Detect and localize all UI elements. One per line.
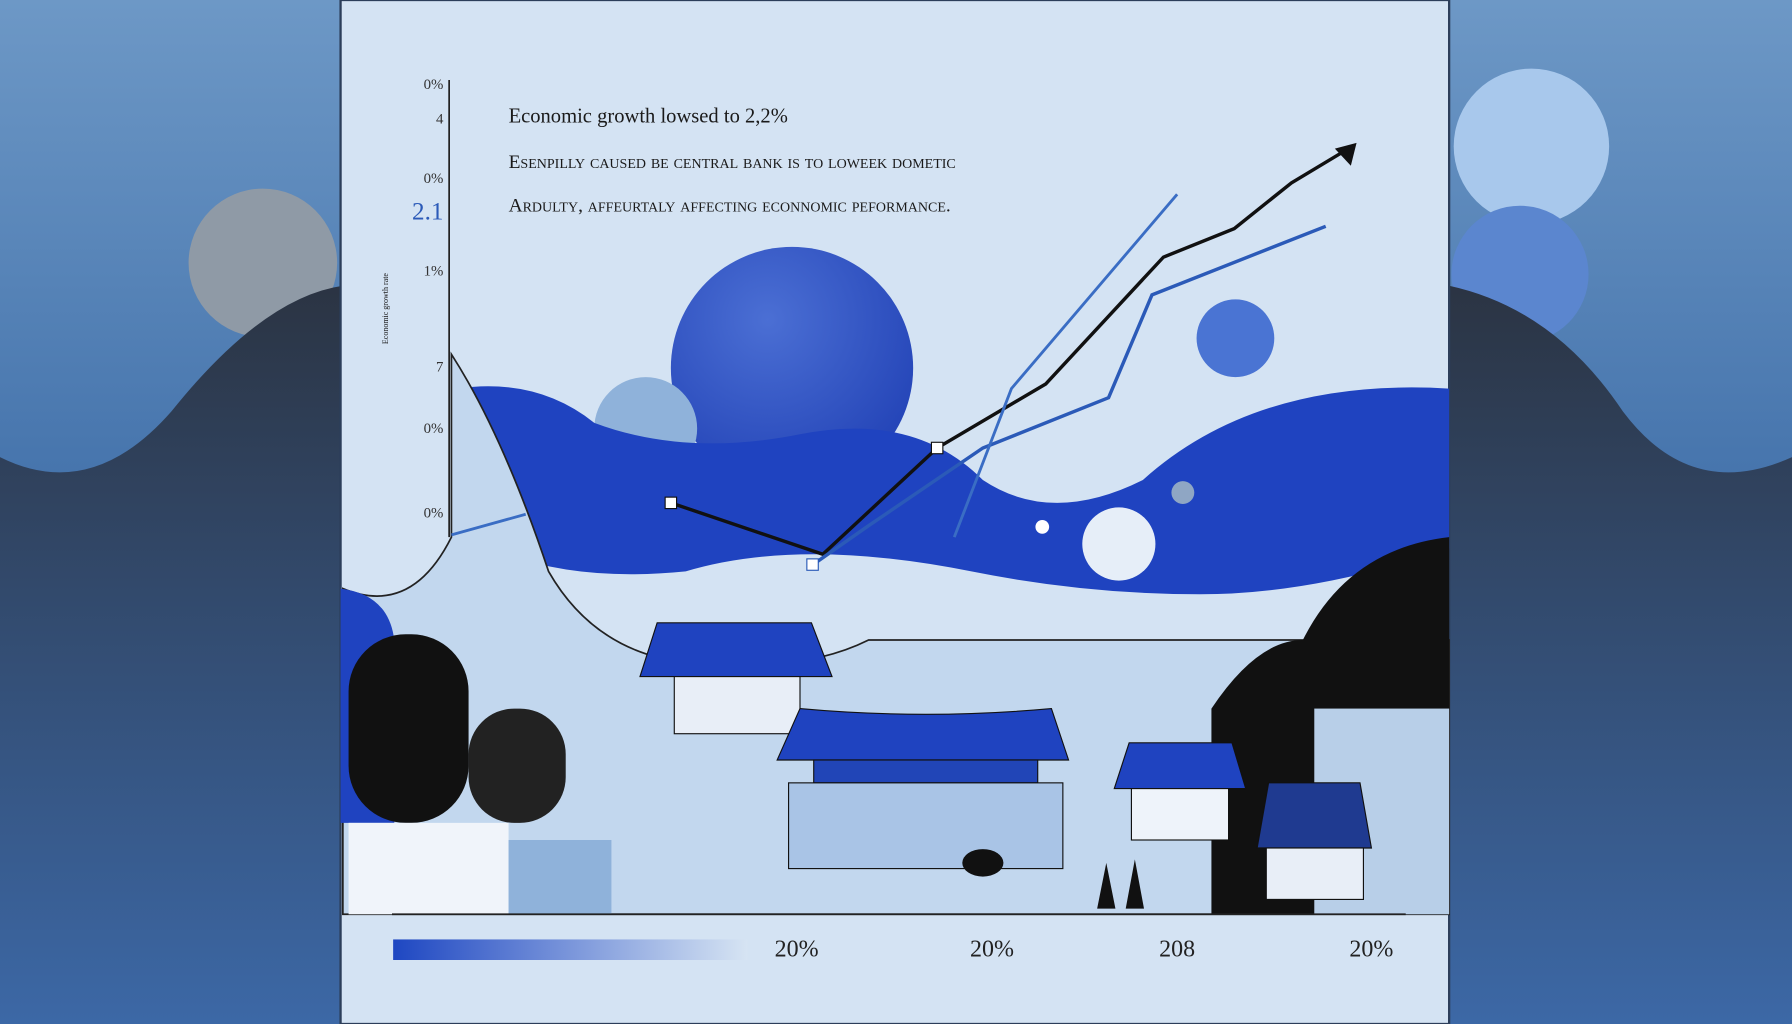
y-label: 0% xyxy=(424,506,444,522)
rock xyxy=(348,822,509,915)
bush xyxy=(962,849,1004,877)
hill xyxy=(1449,285,1792,1024)
x-label: 20% xyxy=(970,936,1014,962)
point xyxy=(930,441,944,455)
y-label: 0% xyxy=(424,421,444,437)
circle xyxy=(1196,299,1275,378)
house-roof xyxy=(639,622,833,678)
y-labels: 0% 4 0% 2.1 1% 7 0% 0% xyxy=(412,77,444,522)
circle xyxy=(1082,507,1156,581)
arrow-head xyxy=(1334,142,1357,166)
hill xyxy=(0,285,343,1024)
palace xyxy=(813,759,1039,784)
axis-title: Economic growth rate xyxy=(381,273,390,345)
y-label: 0% xyxy=(424,77,444,93)
body-line: Esenpilly caused be central bank is to l… xyxy=(509,152,956,173)
headline: Economic growth lowsed to 2,2% xyxy=(509,105,788,127)
body-line: Ardulty, affeurtaly affecting econnomic … xyxy=(509,195,951,216)
house xyxy=(673,676,801,735)
x-label: 20% xyxy=(775,936,819,962)
x-label: 208 xyxy=(1159,936,1195,962)
legend-bar xyxy=(393,939,748,960)
trend-line xyxy=(952,193,1179,538)
moon xyxy=(1453,68,1610,224)
house xyxy=(1130,787,1230,841)
point xyxy=(806,558,819,571)
figures xyxy=(1097,859,1144,909)
trend-line xyxy=(670,147,1350,557)
house-roof xyxy=(1113,742,1247,790)
rock xyxy=(508,840,612,915)
y-label: 0% xyxy=(424,171,444,187)
wave xyxy=(457,386,1450,595)
tree xyxy=(348,634,469,823)
x-label: 20% xyxy=(1349,936,1393,962)
x-labels: 20% 20% 208 20% xyxy=(775,936,1394,962)
palace-roof xyxy=(776,707,1070,761)
house xyxy=(1265,847,1364,900)
circle xyxy=(1035,520,1050,534)
palace-base xyxy=(788,782,1064,870)
y-label: 4 xyxy=(436,111,444,127)
sun xyxy=(670,246,914,490)
circle xyxy=(1171,481,1195,504)
house-roof xyxy=(1256,782,1373,849)
trend-line xyxy=(810,224,1327,568)
y-label: 2.1 xyxy=(412,198,443,225)
trend-line xyxy=(451,512,527,537)
y-label: 1% xyxy=(424,263,444,279)
point xyxy=(664,496,678,510)
tree xyxy=(468,708,566,823)
y-label: 7 xyxy=(436,359,443,375)
